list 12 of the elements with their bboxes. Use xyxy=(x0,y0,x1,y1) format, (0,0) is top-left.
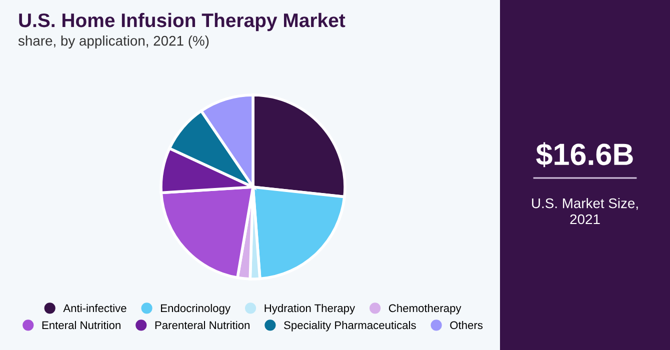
legend-label: Speciality Pharmaceuticals xyxy=(284,320,416,332)
legend-label: Chemotherapy xyxy=(388,304,462,314)
legend-label: Others xyxy=(450,320,483,330)
chart-title: U.S. Home Infusion Therapy Market xyxy=(19,12,346,32)
legend-label: Parenteral Nutrition xyxy=(155,320,250,330)
legend-label: Endocrinology xyxy=(161,304,231,314)
legend-label: Anti-infective xyxy=(63,304,126,312)
text: U.S. Market Size, 2021 xyxy=(532,198,638,224)
legend-label: Hydration Therapy xyxy=(264,304,356,314)
legend-label: Enteral Nutrition xyxy=(42,320,120,330)
chart-subtitle: share, by application, 2021 (%) xyxy=(18,36,209,48)
text: $16.6B xyxy=(536,142,633,168)
